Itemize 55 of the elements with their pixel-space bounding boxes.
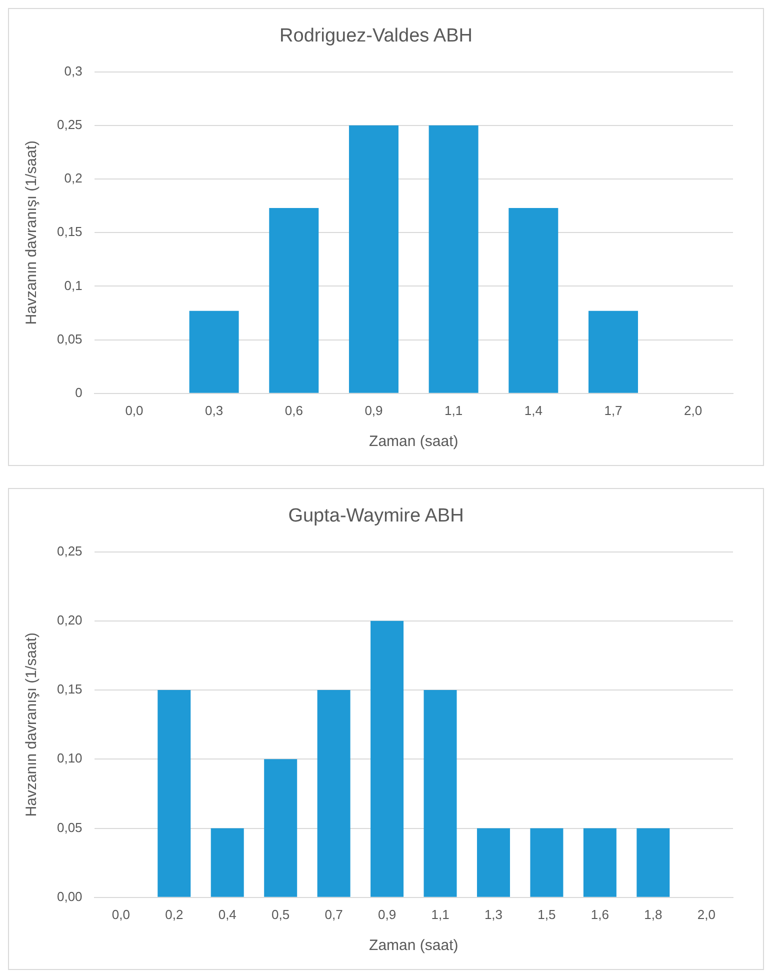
x-tick-label: 0,9 bbox=[364, 402, 383, 418]
chart-title: Gupta-Waymire ABH bbox=[288, 506, 464, 527]
x-tick-label: 0,0 bbox=[125, 402, 144, 418]
x-tick-label: 1,8 bbox=[644, 906, 662, 922]
bar bbox=[508, 208, 558, 393]
y-tick-label: 0,2 bbox=[64, 170, 82, 186]
x-tick-label: 0,9 bbox=[378, 906, 396, 922]
bar bbox=[428, 125, 478, 393]
bar bbox=[189, 310, 239, 393]
chart-title: Rodriguez-Valdes ABH bbox=[280, 26, 472, 47]
x-axis-title: Zaman (saat) bbox=[369, 937, 458, 954]
x-tick-label: 1,1 bbox=[444, 402, 463, 418]
bar bbox=[210, 828, 244, 897]
x-tick-label: 0,0 bbox=[112, 906, 130, 922]
x-tick-label: 2,0 bbox=[697, 906, 716, 922]
bar bbox=[158, 690, 191, 897]
y-tick-label: 0,00 bbox=[56, 888, 82, 904]
y-tick-label: 0,3 bbox=[64, 63, 82, 78]
bar bbox=[636, 828, 670, 897]
y-tick-label: 0 bbox=[75, 384, 82, 400]
x-tick-label: 2,0 bbox=[684, 402, 702, 418]
y-tick-label: 0,20 bbox=[56, 612, 82, 628]
y-axis-title: Havzanın davranışı (1/saat) bbox=[23, 632, 40, 817]
bar bbox=[269, 208, 319, 393]
y-tick-label: 0,15 bbox=[56, 682, 82, 697]
x-tick-label: 1,4 bbox=[524, 402, 542, 418]
x-tick-label: 1,6 bbox=[590, 906, 609, 922]
y-tick-label: 0,05 bbox=[56, 820, 82, 835]
bar bbox=[348, 125, 398, 393]
bar bbox=[583, 828, 616, 897]
x-tick-label: 0,2 bbox=[165, 906, 184, 922]
y-tick-label: 0,15 bbox=[56, 224, 82, 240]
x-tick-label: 0,5 bbox=[272, 906, 290, 922]
x-tick-label: 0,3 bbox=[205, 402, 224, 418]
bar bbox=[264, 759, 298, 897]
bar bbox=[370, 620, 404, 897]
x-tick-label: 0,6 bbox=[284, 402, 303, 418]
x-axis-title: Zaman (saat) bbox=[369, 433, 458, 450]
bar bbox=[530, 828, 564, 897]
x-tick-label: 1,7 bbox=[604, 402, 622, 418]
x-tick-label: 0,7 bbox=[324, 906, 343, 922]
x-tick-label: 1,3 bbox=[484, 906, 503, 922]
x-tick-label: 1,1 bbox=[431, 906, 450, 922]
y-tick-label: 0,10 bbox=[56, 750, 82, 766]
bar bbox=[317, 690, 350, 897]
y-tick-label: 0,05 bbox=[56, 331, 82, 346]
x-tick-label: 1,5 bbox=[538, 906, 556, 922]
bar bbox=[424, 690, 457, 897]
bar bbox=[588, 310, 638, 393]
x-tick-label: 0,4 bbox=[218, 906, 236, 922]
bar bbox=[476, 828, 510, 897]
y-tick-label: 0,25 bbox=[56, 543, 82, 558]
y-axis-title: Havzanın davranışı (1/saat) bbox=[23, 140, 40, 325]
y-tick-label: 0,25 bbox=[56, 116, 82, 132]
y-tick-label: 0,1 bbox=[64, 278, 82, 293]
